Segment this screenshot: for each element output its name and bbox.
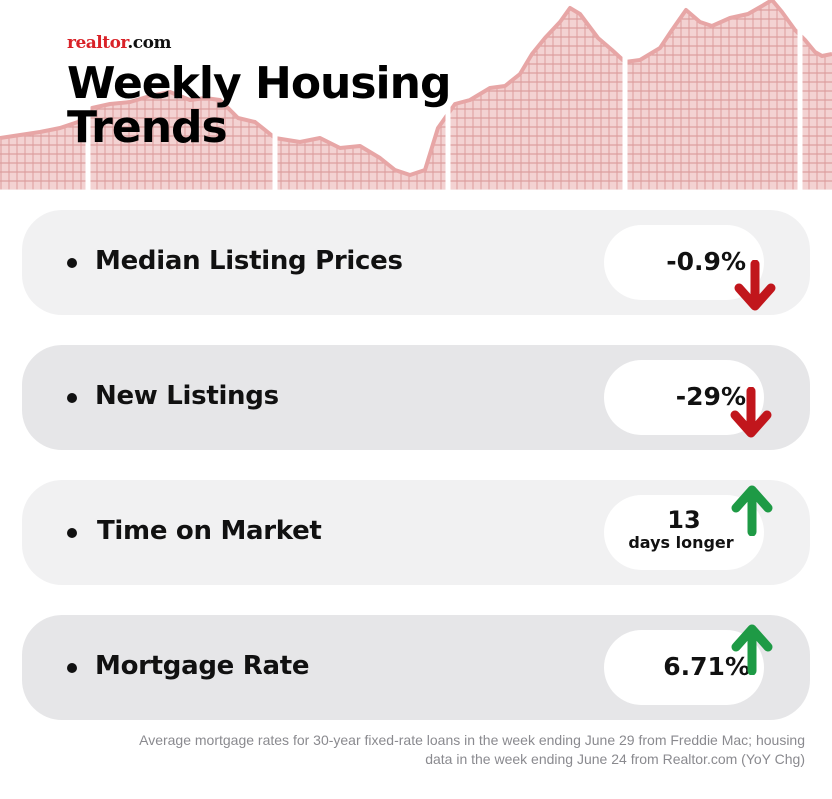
bullet-icon [67, 258, 77, 268]
logo-suffix: .com [127, 33, 171, 53]
skyline-gaps [0, 20, 832, 195]
arrow-down-icon [734, 260, 776, 311]
footnote-line-1: Average mortgage rates for 30-year fixed… [139, 732, 805, 748]
skyline-illustration [0, 0, 832, 195]
bullet-icon [67, 663, 77, 673]
logo-brand: realtor [67, 33, 128, 53]
metric-card-new-listings: New Listings -29% [22, 345, 810, 450]
metric-label: Time on Market [97, 516, 322, 546]
metric-card-median-listing-prices: Median Listing Prices -0.9% [22, 210, 810, 315]
realtor-logo: realtor.com [67, 33, 171, 53]
footnote: Average mortgage rates for 30-year fixed… [45, 731, 805, 769]
metric-value: 6.71% [663, 652, 750, 681]
metric-label: Mortgage Rate [95, 651, 310, 681]
bullet-icon [67, 393, 77, 403]
metric-value-group: 13 days longer [604, 507, 764, 553]
metric-value: 13 [667, 506, 701, 534]
arrow-up-icon [731, 624, 773, 675]
metric-label: Median Listing Prices [95, 246, 403, 276]
arrow-down-icon [730, 387, 772, 438]
arrow-up-icon [731, 485, 773, 536]
title-line-1: Weekly Housing [67, 58, 451, 109]
bullet-icon [67, 528, 77, 538]
metric-value-pill: -0.9% [604, 225, 764, 300]
metric-label: New Listings [95, 381, 279, 411]
metric-value-subtext: days longer [628, 533, 734, 552]
footnote-line-2: data in the week ending June 24 from Rea… [425, 751, 805, 767]
metric-card-mortgage-rate: Mortgage Rate 6.71% [22, 615, 810, 720]
metric-value: -29% [675, 382, 746, 411]
metric-card-time-on-market: Time on Market 13 days longer [22, 480, 810, 585]
metric-value: -0.9% [666, 247, 746, 276]
skyline-outline [0, 0, 832, 177]
title-line-2: Trends [67, 102, 228, 153]
page-title: Weekly Housing Trends [67, 62, 467, 150]
